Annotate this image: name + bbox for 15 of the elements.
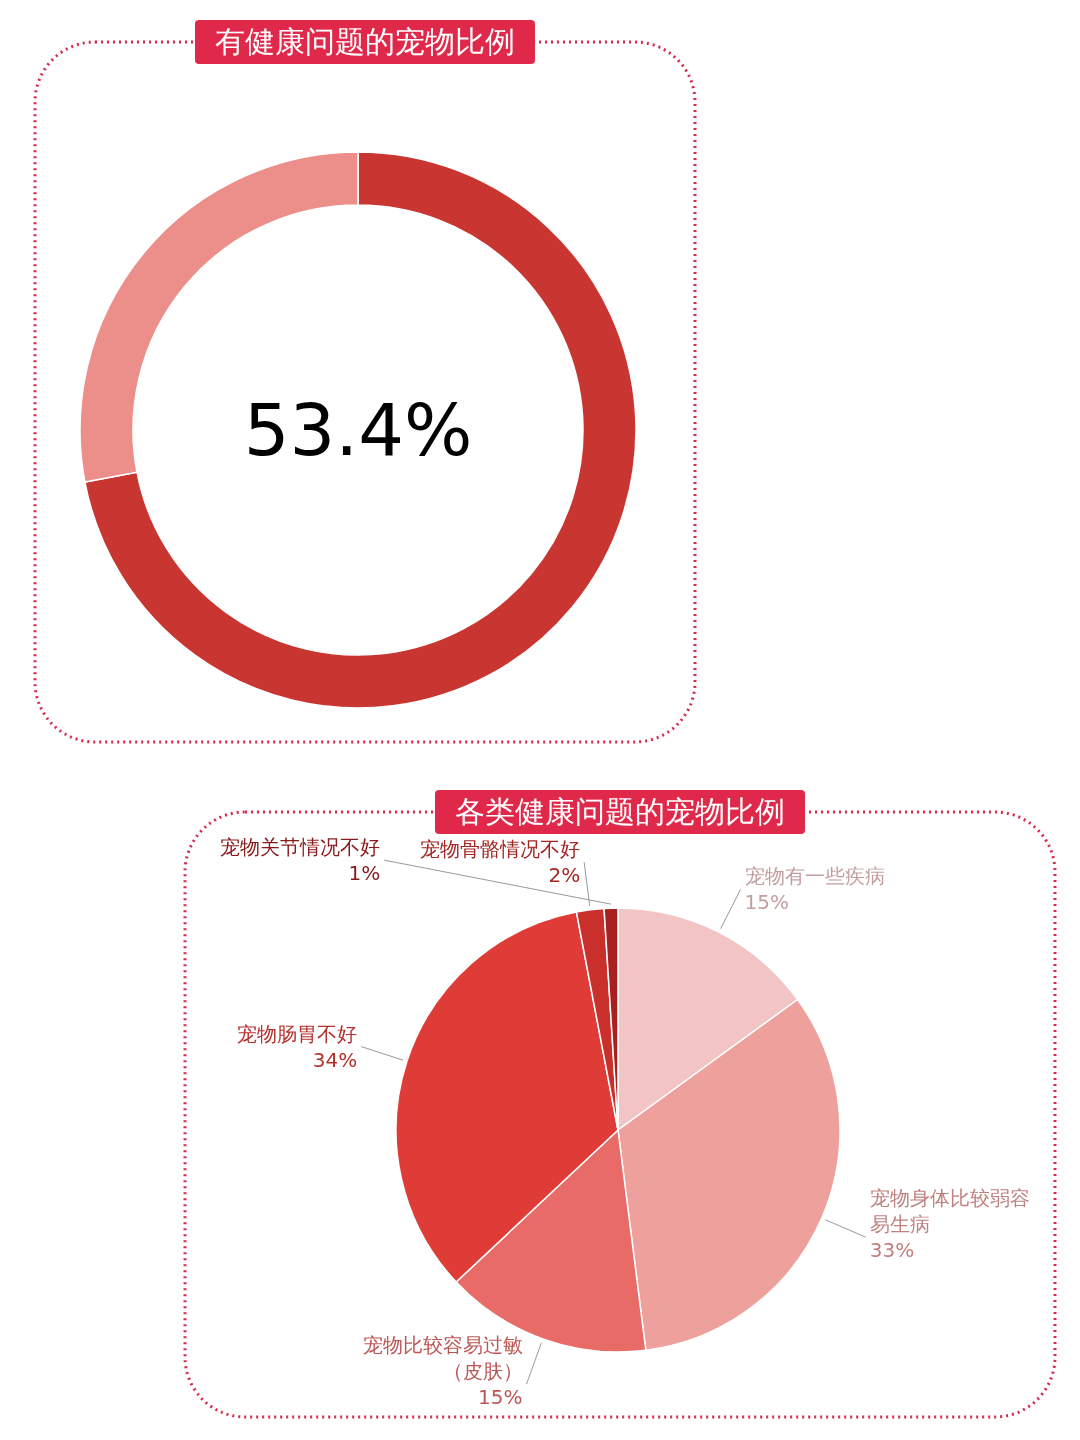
slice-label: 宠物身体比较弱容易生病 xyxy=(869,1186,1030,1237)
chart-title: 各类健康问题的宠物比例 xyxy=(455,794,785,829)
data-label: 33% xyxy=(869,1238,915,1263)
data-label: 15% xyxy=(478,1385,523,1410)
data-label: 34% xyxy=(312,1047,358,1072)
data-label: 15% xyxy=(744,890,790,915)
slice-label: 宠物有一些疾病 xyxy=(744,864,885,889)
slice-label: 宠物肠胃不好 xyxy=(237,1021,358,1046)
slice-label: 宠物关节情况不好 xyxy=(220,835,381,860)
chart-title: 有健康问题的宠物比例 xyxy=(215,24,515,59)
data-label: 2% xyxy=(548,863,581,888)
data-label: 1% xyxy=(348,861,381,886)
slice-label: 宠物比较容易过敏（皮肤） xyxy=(362,1333,523,1384)
slice-label: 宠物骨骼情况不好 xyxy=(420,837,581,862)
text: 53.4% xyxy=(243,388,473,472)
